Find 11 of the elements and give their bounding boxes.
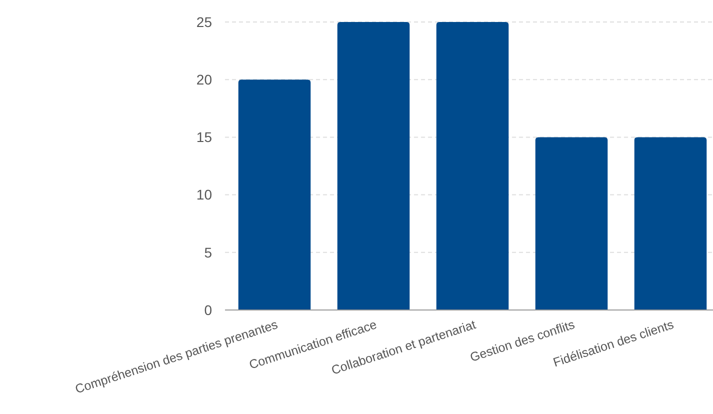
y-tick-label: 0 bbox=[204, 302, 212, 318]
y-tick-label: 20 bbox=[196, 72, 212, 88]
bar bbox=[337, 22, 410, 310]
bar bbox=[634, 137, 707, 310]
y-tick-label: 5 bbox=[204, 244, 212, 260]
bar bbox=[436, 22, 509, 310]
y-tick-label: 25 bbox=[196, 14, 212, 30]
bar bbox=[238, 80, 311, 310]
y-tick-label: 15 bbox=[196, 129, 212, 146]
bar bbox=[535, 137, 608, 310]
y-tick-label: 10 bbox=[196, 186, 212, 203]
